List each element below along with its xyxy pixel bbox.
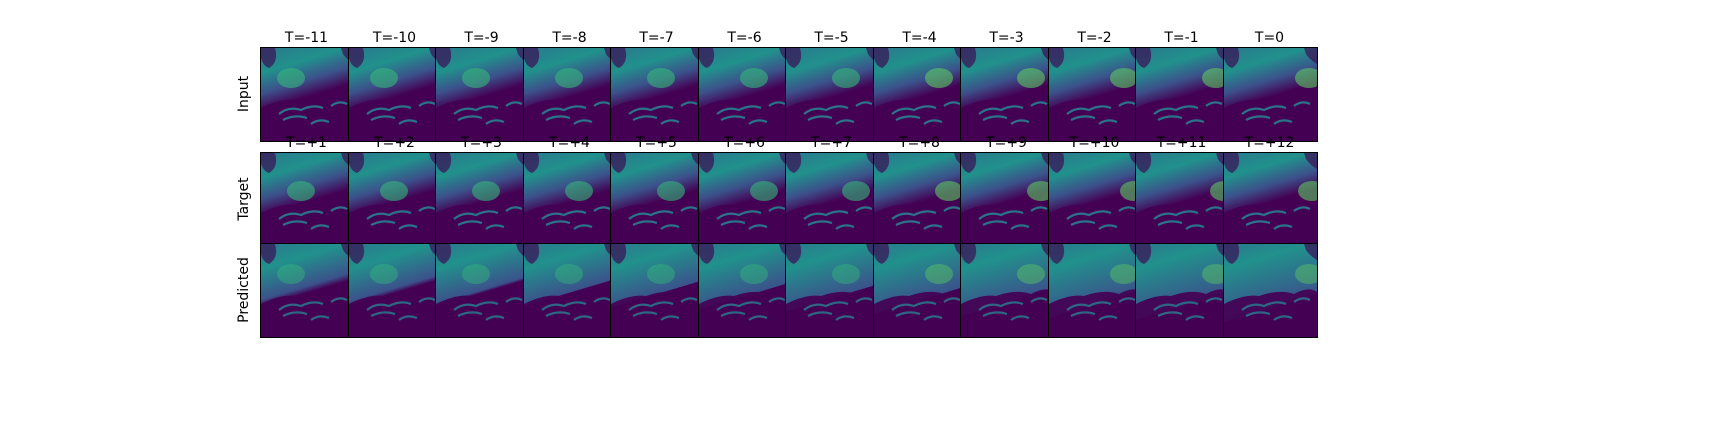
panel-title: T=+11 <box>1156 135 1207 151</box>
panel-title: T=-7 <box>639 30 674 46</box>
heatmap-panel <box>785 152 880 247</box>
panel-title: T=+1 <box>286 135 327 151</box>
heatmap-panel <box>348 243 443 338</box>
heatmap-panel <box>1135 47 1230 142</box>
heatmap-panel <box>1048 47 1143 142</box>
heatmap-panel <box>960 243 1055 338</box>
heatmap-panel <box>698 243 793 338</box>
heatmap-panel <box>1048 152 1143 247</box>
heatmap-panel <box>785 243 880 338</box>
row-label-predicted: Predicted <box>236 257 252 323</box>
heatmap-panel <box>1135 243 1230 338</box>
heatmap-panel <box>960 47 1055 142</box>
heatmap-panel <box>260 47 355 142</box>
heatmap-panel <box>1223 152 1318 247</box>
heatmap-panel <box>1135 152 1230 247</box>
heatmap-panel <box>610 243 705 338</box>
heatmap-panel <box>873 47 968 142</box>
heatmap-panel <box>348 47 443 142</box>
heatmap-panel <box>523 243 618 338</box>
panel-title: T=-6 <box>727 30 762 46</box>
heatmap-panel <box>260 243 355 338</box>
panel-title: T=-9 <box>464 30 499 46</box>
panel-title: T=+7 <box>811 135 852 151</box>
heatmap-panel <box>523 47 618 142</box>
heatmap-panel <box>1223 243 1318 338</box>
heatmap-panel <box>610 47 705 142</box>
heatmap-panel <box>435 243 530 338</box>
panel-title: T=-11 <box>284 30 329 46</box>
panel-title: T=+10 <box>1069 135 1120 151</box>
panel-title: T=-1 <box>1164 30 1199 46</box>
heatmap-panel <box>960 152 1055 247</box>
heatmap-panel <box>698 152 793 247</box>
panel-title: T=+9 <box>986 135 1027 151</box>
panel-title: T=+6 <box>724 135 765 151</box>
panel-title: T=-10 <box>372 30 417 46</box>
heatmap-panel <box>610 152 705 247</box>
row-label-input: Input <box>236 75 252 113</box>
heatmap-panel <box>785 47 880 142</box>
panel-title: T=-3 <box>989 30 1024 46</box>
heatmap-panel <box>523 152 618 247</box>
heatmap-panel <box>698 47 793 142</box>
panel-title: T=-4 <box>902 30 937 46</box>
heatmap-panel <box>873 152 968 247</box>
panel-title: T=-8 <box>552 30 587 46</box>
panel-title: T=+2 <box>374 135 415 151</box>
heatmap-panel <box>1223 47 1318 142</box>
panel-title: T=0 <box>1254 30 1285 46</box>
panel-title: T=-5 <box>814 30 849 46</box>
panel-title: T=-2 <box>1077 30 1112 46</box>
panel-title: T=+12 <box>1244 135 1295 151</box>
heatmap-panel <box>260 152 355 247</box>
panel-title: T=+8 <box>899 135 940 151</box>
heatmap-panel <box>435 152 530 247</box>
panel-title: T=+4 <box>549 135 590 151</box>
heatmap-panel <box>873 243 968 338</box>
panel-title: T=+5 <box>636 135 677 151</box>
panel-title: T=+3 <box>461 135 502 151</box>
heatmap-panel <box>435 47 530 142</box>
heatmap-panel <box>348 152 443 247</box>
heatmap-panel <box>1048 243 1143 338</box>
